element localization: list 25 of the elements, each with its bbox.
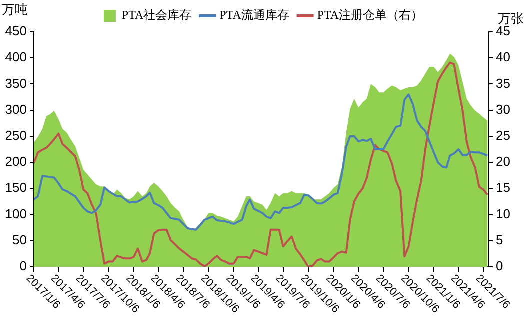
y2-tick-label: 10 — [496, 206, 510, 222]
y2-tick-label: 20 — [496, 154, 510, 170]
y-tick-label: 50 — [12, 232, 27, 248]
y2-tick-label: 40 — [496, 50, 510, 65]
legend-label: PTA流通库存 — [220, 8, 290, 22]
y-tick-label: 400 — [5, 50, 27, 65]
y2-tick-label: 0 — [496, 258, 504, 274]
y-tick-label: 200 — [5, 154, 27, 170]
y2-tick-label: 15 — [496, 180, 510, 196]
legend-label: PTA社会库存 — [122, 8, 192, 22]
y-tick-label: 300 — [5, 102, 27, 117]
y2-tick-label: 45 — [496, 24, 510, 39]
y2-tick-label: 25 — [496, 128, 510, 144]
y2-tick-label: 5 — [496, 232, 504, 248]
y-tick-label: 100 — [5, 206, 27, 222]
y2-tick-label: 30 — [496, 102, 510, 117]
legend-label: PTA注册仓单（右） — [317, 8, 424, 22]
y2-tick-label: 35 — [496, 76, 510, 91]
y-tick-label: 150 — [5, 180, 27, 196]
y-tick-label: 250 — [5, 128, 27, 144]
y2-axis-title: 万张 — [498, 11, 524, 26]
y-tick-label: 350 — [5, 76, 27, 91]
y-axis-title: 万吨 — [2, 2, 28, 18]
y-tick-label: 450 — [5, 24, 27, 39]
y-tick-label: 0 — [20, 258, 27, 274]
